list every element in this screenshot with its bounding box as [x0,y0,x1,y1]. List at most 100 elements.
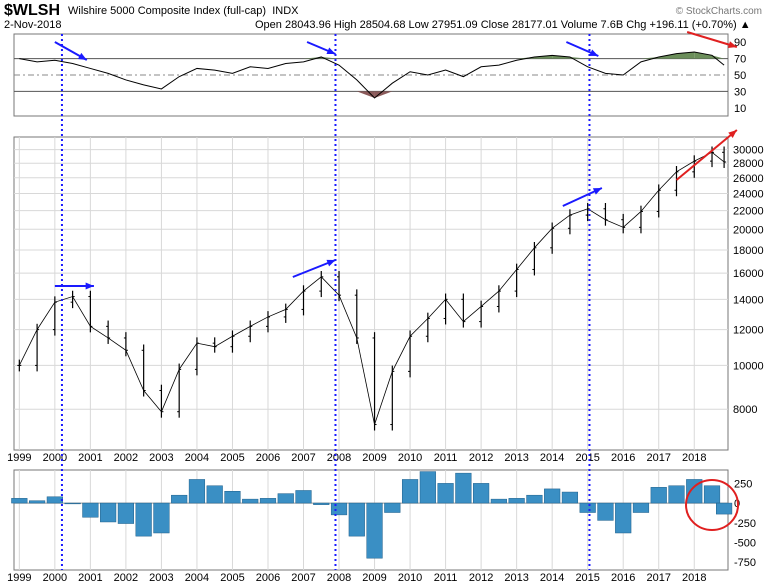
x-tick-label-price: 2006 [256,452,280,464]
x-tick-label-price: 2000 [43,452,67,464]
arrow-down-2000-osc-head [77,52,87,60]
price-y-tick: 30000 [733,145,764,157]
price-y-tick: 24000 [733,188,764,200]
arrow-up-2018-price [675,129,738,181]
price-y-tick: 22000 [733,206,764,218]
arrow-up-2007-price [292,259,336,278]
x-tick-label-hist: 2010 [398,572,422,584]
oscillator-y-tick: 70 [734,54,746,66]
histogram-bar [473,483,490,504]
arrow-down-2007-osc [306,41,336,55]
histogram-bar [544,488,561,504]
histogram-bar [419,471,436,504]
histogram-bar [490,498,507,504]
arrow-flat-2000-price-head [85,282,94,290]
x-tick-label-hist: 2014 [540,572,564,584]
histogram-bar [632,502,650,513]
histogram-bar [100,502,117,523]
arrow-up-2018-price-head [728,130,737,138]
histogram-bar [561,491,579,504]
x-tick-label-hist: 2008 [327,572,351,584]
x-tick-label-hist: 2002 [114,572,138,584]
price-series [17,146,727,431]
arrow-down-2015-osc-head [589,49,599,56]
x-tick-label-hist: 2018 [682,572,706,584]
x-tick-label-price: 2015 [575,452,599,464]
x-tick-label-price: 2007 [291,452,315,464]
x-tick-label-price: 2001 [78,452,102,464]
quote-line: Open 28043.96 High 28504.68 Low 27951.09… [255,19,751,31]
arrow-down-2000-osc [54,41,88,61]
oscillator-y-tick: 30 [734,86,746,98]
arrow-up-2015-price-head [592,188,602,195]
price-y-tick: 26000 [733,173,764,185]
overbought-fill [694,52,713,59]
arrow-up-2015-price [562,187,603,207]
x-tick-label-price: 1999 [7,452,31,464]
histogram-bar [330,502,348,516]
x-tick-label-hist: 2003 [149,572,173,584]
x-tick-label-price: 2008 [327,452,351,464]
x-tick-label-price: 2014 [540,452,564,464]
histogram-bar [313,502,330,505]
date-label: 2-Nov-2018 [4,19,62,31]
histogram-bar [117,502,134,524]
x-tick-label-price: 2002 [114,452,138,464]
x-tick-label-hist: 2011 [434,572,458,584]
histogram-bar [668,485,685,504]
histogram-bar [82,502,99,518]
price-y-tick: 12000 [733,325,764,337]
histogram-bar [29,500,46,504]
oscillator-y-tick: 50 [734,70,746,82]
x-tick-label-hist: 2004 [185,572,209,584]
arrow-down-2018-osc [686,31,738,48]
overbought-fill [321,56,340,59]
histogram-y-tick: -750 [734,557,756,569]
histogram-bar [437,483,454,504]
histogram-bar [259,498,277,504]
price-y-tick: 28000 [733,158,764,170]
histogram-bar [348,502,365,537]
histogram-bar [11,498,28,504]
x-tick-label-hist: 2016 [611,572,635,584]
histogram-bar [188,479,206,504]
price-y-tick: 8000 [733,404,757,416]
histogram-bar [242,498,259,504]
x-tick-label-hist: 2012 [469,572,493,584]
arrow-flat-2000-price [54,282,94,290]
index-name: Wilshire 5000 Composite Index (full-cap) [68,5,267,17]
oscillator-series [14,51,728,99]
oversold-fill [374,91,393,98]
histogram-bar [526,494,543,504]
histogram-bar [366,502,383,559]
price-y-tick: 18000 [733,245,764,257]
histogram-bar [384,502,401,513]
histogram-bar [597,502,614,521]
x-tick-label-hist: 2015 [575,572,599,584]
x-tick-label-hist: 2001 [78,572,102,584]
x-tick-label-hist: 2007 [291,572,315,584]
histogram-y-tick: -250 [734,518,756,530]
histogram-bar [703,485,721,504]
x-tick-label-hist: 2017 [646,572,670,584]
histogram-series [11,471,733,559]
histogram-bar [716,502,733,515]
x-tick-label-price: 2018 [682,452,706,464]
oscillator-line [19,51,725,99]
x-tick-label-hist: 1999 [7,572,31,584]
histogram-bar [455,472,472,504]
x-tick-label-hist: 2000 [43,572,67,584]
x-tick-label-price: 2010 [398,452,422,464]
x-tick-label-price: 2013 [504,452,528,464]
oscillator-y-tick: 10 [734,103,746,115]
arrow-down-2007-osc-head [326,47,336,55]
histogram-bar [508,498,525,504]
arrow-down-2018-osc-shaft [686,31,738,48]
x-tick-label-price: 2005 [220,452,244,464]
x-tick-label-price: 2009 [362,452,386,464]
arrow-down-2015-osc [565,41,599,57]
x-tick-label-price: 2016 [611,452,635,464]
x-tick-label-hist: 2006 [256,572,280,584]
histogram-bar [64,502,81,505]
histogram-bar [686,479,703,504]
